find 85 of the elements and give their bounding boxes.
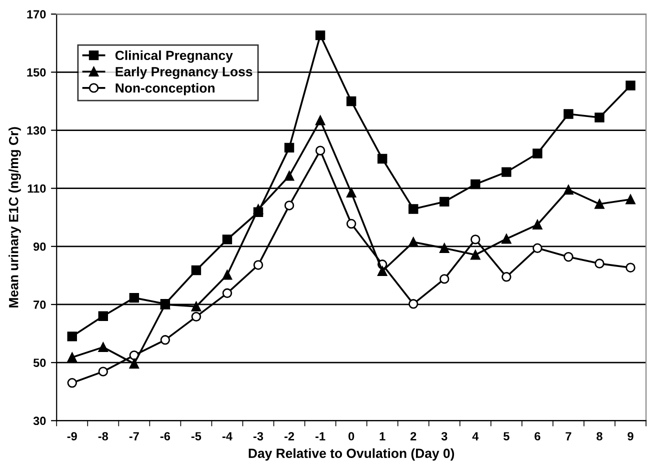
point — [315, 146, 326, 156]
point — [470, 179, 480, 190]
point — [408, 299, 418, 309]
point — [222, 270, 232, 280]
point — [98, 366, 108, 376]
x-tick-label: 7 — [566, 432, 572, 440]
point — [284, 200, 294, 210]
point — [532, 243, 542, 254]
point — [67, 332, 77, 342]
point — [470, 234, 480, 244]
point — [129, 292, 140, 303]
point — [98, 311, 108, 321]
point — [594, 199, 604, 209]
legend-label: Early Pregnancy Loss — [116, 66, 252, 80]
point — [222, 288, 232, 298]
point — [564, 184, 574, 195]
point — [440, 196, 450, 207]
x-tick-label: 8 — [596, 432, 602, 440]
point — [160, 299, 170, 309]
x-tick-label: -2 — [284, 432, 294, 440]
point — [191, 312, 202, 322]
point — [408, 204, 418, 214]
point — [346, 188, 356, 198]
x-axis-title: Day Relative to Ovulation (Day 0) — [248, 448, 454, 461]
x-tick-label: -6 — [160, 432, 170, 440]
point — [626, 80, 636, 90]
x-tick-label: 5 — [504, 432, 510, 440]
point — [253, 207, 264, 218]
x-tick-label: -1 — [316, 432, 326, 440]
x-tick-label: 3 — [441, 432, 448, 440]
point — [377, 266, 388, 276]
point — [594, 258, 604, 268]
x-tick-label: -9 — [67, 432, 77, 440]
point — [502, 234, 512, 244]
point — [564, 252, 574, 262]
point — [408, 237, 418, 247]
legend-label: Non-conception — [116, 83, 214, 96]
x-tick-label: -7 — [129, 432, 139, 440]
point — [470, 250, 480, 260]
y-tick-label: 150 — [27, 68, 46, 77]
point — [346, 96, 356, 106]
point — [191, 265, 202, 276]
y-axis-title: Mean urinary E1C (ng/mg Cr) — [8, 127, 21, 308]
x-tick-label: 1 — [380, 432, 386, 440]
x-tick-label: 0 — [348, 432, 354, 440]
point — [98, 342, 108, 352]
point — [160, 335, 170, 345]
point — [626, 194, 636, 204]
y-tick-label: 130 — [27, 126, 46, 135]
point — [284, 142, 294, 153]
point — [129, 358, 140, 369]
point — [626, 262, 636, 272]
x-tick-label: -3 — [253, 432, 264, 440]
point — [377, 154, 388, 164]
y-tick-label: 70 — [34, 300, 46, 309]
point — [502, 167, 512, 177]
point — [315, 30, 326, 40]
x-tick-label: -4 — [222, 432, 232, 440]
point — [440, 243, 450, 254]
y-tick-label: 110 — [28, 184, 46, 193]
x-tick-label: 2 — [410, 432, 416, 440]
point — [564, 109, 574, 119]
point — [315, 116, 326, 126]
point — [532, 220, 542, 230]
point — [253, 260, 264, 270]
point — [594, 112, 604, 122]
point — [222, 234, 232, 244]
point — [532, 148, 542, 158]
x-tick-label: -8 — [98, 432, 108, 440]
x-tick-label: 4 — [472, 432, 479, 440]
y-tick-label: 30 — [33, 416, 46, 426]
point — [191, 302, 202, 312]
x-tick-label: 9 — [628, 432, 634, 440]
point — [346, 218, 356, 229]
y-tick-label: 170 — [27, 10, 46, 18]
x-tick-label: -5 — [191, 432, 202, 440]
point — [284, 170, 294, 181]
point — [67, 352, 77, 362]
y-tick-label: 90 — [33, 242, 46, 251]
y-tick-label: 50 — [33, 358, 46, 367]
point — [67, 378, 77, 388]
legend-label: Clinical Pregnancy — [115, 50, 233, 63]
point — [440, 274, 450, 284]
x-tick-label: 6 — [534, 432, 540, 440]
point — [502, 272, 512, 282]
